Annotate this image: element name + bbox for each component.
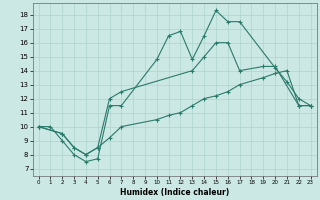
X-axis label: Humidex (Indice chaleur): Humidex (Indice chaleur) — [120, 188, 229, 197]
